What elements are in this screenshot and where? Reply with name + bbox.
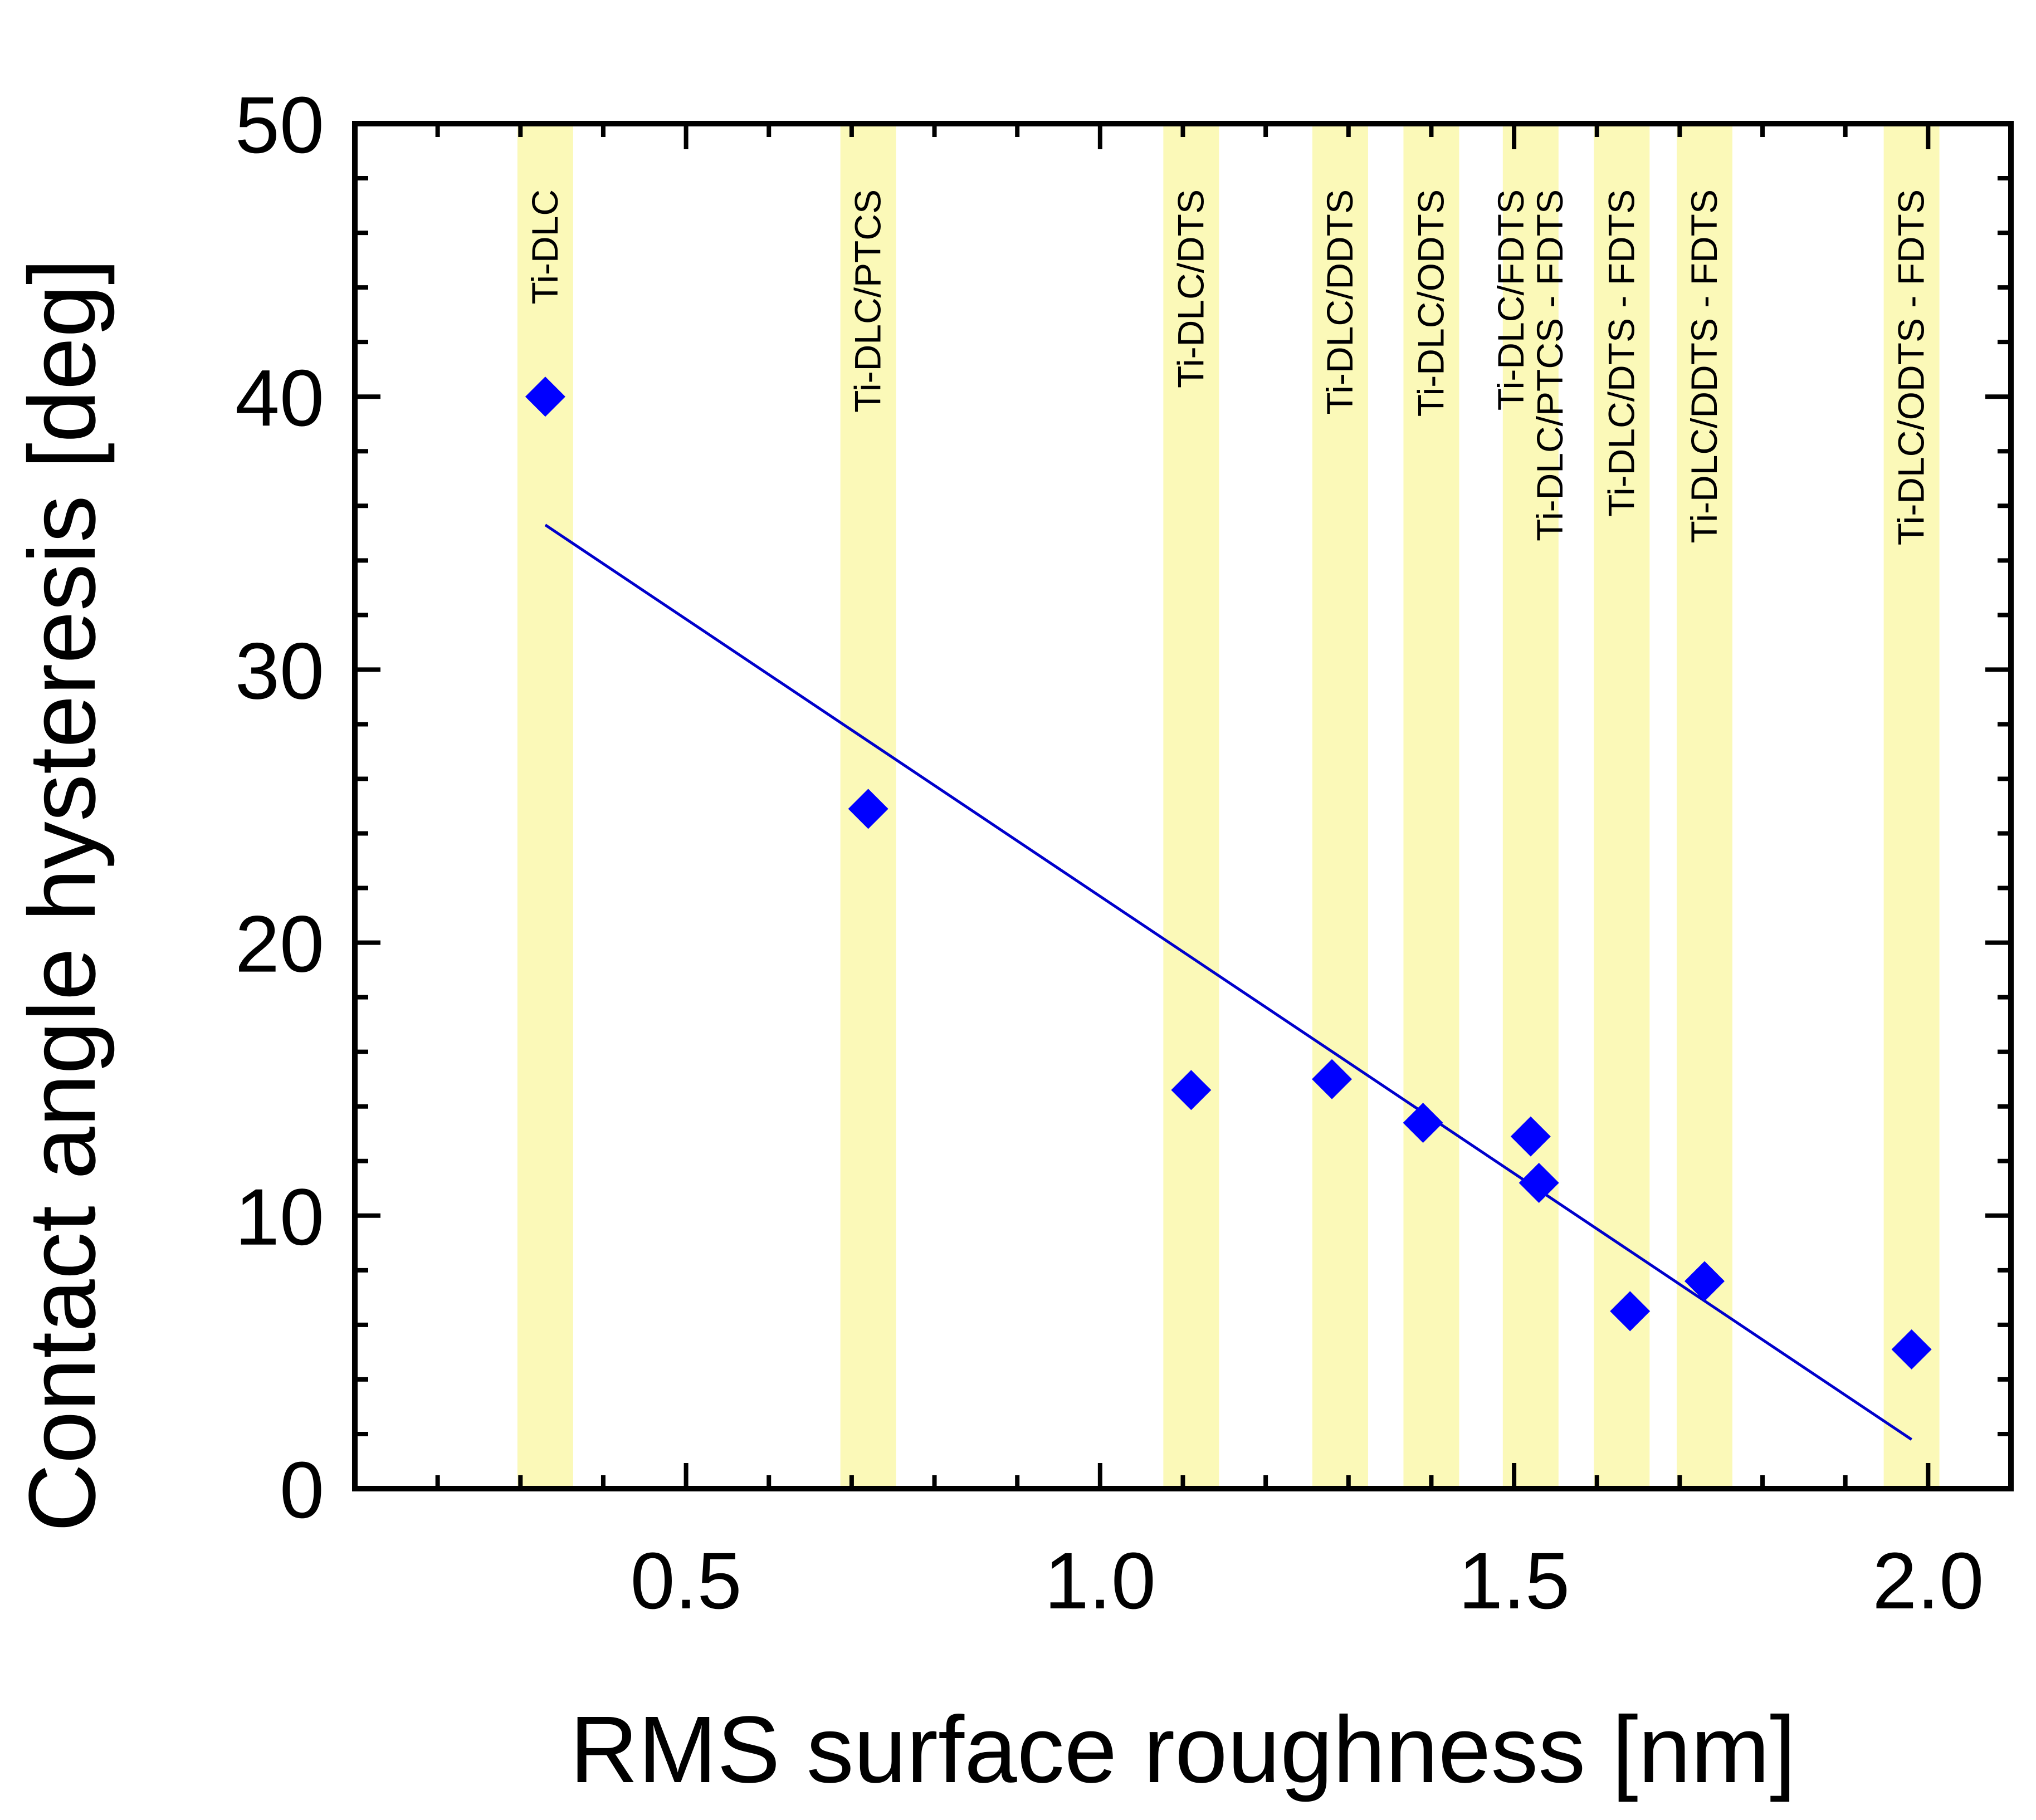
- band-label: Ti-DLC/ODTS: [1410, 189, 1451, 417]
- band-label: Ti-DLC/DDTS - FDTS: [1683, 189, 1725, 544]
- band-label: Ti-DLC/PTCS - FDTS: [1529, 189, 1570, 541]
- data-point: [1510, 1116, 1551, 1157]
- highlight-bands: [517, 124, 1940, 1489]
- y-axis-label: Contact angle hysteresis [deg]: [9, 258, 115, 1532]
- band-labels: Ti-DLC Ti-DLC/PTCS Ti-DLC/DTS Ti-DLC/DDTS Ti…: [524, 189, 1932, 545]
- y-tick-label: 0: [280, 1445, 324, 1535]
- x-tick-label: 1.0: [1044, 1536, 1156, 1626]
- data-point: [848, 789, 888, 829]
- data-point: [1171, 1070, 1212, 1110]
- data-points: [525, 376, 1932, 1369]
- highlight-band: [1163, 124, 1219, 1489]
- tick-labels: 0 10 20 30 40 50 0.5 1.0 1.5 2.0: [235, 80, 1984, 1626]
- y-tick-label: 10: [235, 1172, 324, 1262]
- x-axis-label: RMS surface roughness [nm]: [570, 1697, 1796, 1803]
- band-label: Ti-DLC/FDTS: [1490, 189, 1531, 410]
- data-point: [1891, 1329, 1932, 1369]
- axes: [352, 121, 2014, 1491]
- highlight-band: [1594, 124, 1650, 1489]
- highlight-band: [517, 124, 573, 1489]
- data-point: [1312, 1059, 1353, 1099]
- highlight-band: [1883, 124, 1940, 1489]
- highlight-band: [1502, 124, 1559, 1489]
- y-tick-label: 40: [235, 353, 324, 443]
- highlight-band: [1403, 124, 1459, 1489]
- band-label: Ti-DLC/ODTS - FDTS: [1891, 189, 1932, 545]
- highlight-band: [1312, 124, 1368, 1489]
- x-tick-label: 0.5: [631, 1536, 742, 1626]
- data-point: [1519, 1162, 1559, 1203]
- fit-line-layer: [544, 524, 1913, 1441]
- y-tick-label: 30: [235, 626, 324, 716]
- y-tick-label: 20: [235, 899, 324, 989]
- band-label: Ti-DLC/PTCS: [847, 189, 888, 413]
- fit-line: [544, 524, 1913, 1441]
- band-label: Ti-DLC/DTS - FDTS: [1600, 189, 1642, 517]
- data-point: [1610, 1291, 1651, 1332]
- band-label: Ti-DLC/DTS: [1170, 189, 1211, 388]
- band-label: Ti-DLC: [524, 189, 565, 305]
- x-tick-label: 2.0: [1872, 1536, 1984, 1626]
- x-tick-label: 1.5: [1458, 1536, 1570, 1626]
- data-point: [1684, 1261, 1725, 1302]
- data-point: [525, 376, 565, 417]
- y-tick-label: 50: [235, 80, 324, 170]
- data-point: [1403, 1103, 1443, 1143]
- band-label: Ti-DLC/DDTS: [1319, 189, 1360, 415]
